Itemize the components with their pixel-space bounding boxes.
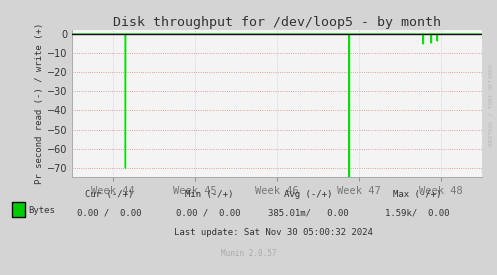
Text: Bytes: Bytes [28,206,55,215]
Text: 0.00 /  0.00: 0.00 / 0.00 [77,209,142,218]
Text: Avg (-/+): Avg (-/+) [284,190,332,199]
Text: RRDTOOL / TOBI OETIKER: RRDTOOL / TOBI OETIKER [488,63,493,146]
Text: 385.01m/   0.00: 385.01m/ 0.00 [268,209,348,218]
Text: Last update: Sat Nov 30 05:00:32 2024: Last update: Sat Nov 30 05:00:32 2024 [174,228,373,237]
Text: 0.00 /  0.00: 0.00 / 0.00 [176,209,241,218]
Text: Max (-/+): Max (-/+) [393,190,442,199]
Text: Min (-/+): Min (-/+) [184,190,233,199]
Title: Disk throughput for /dev/loop5 - by month: Disk throughput for /dev/loop5 - by mont… [113,16,441,29]
Text: Cur (-/+): Cur (-/+) [85,190,134,199]
Y-axis label: Pr second read (-) / write (+): Pr second read (-) / write (+) [35,23,44,185]
Text: Munin 2.0.57: Munin 2.0.57 [221,249,276,258]
Text: 1.59k/  0.00: 1.59k/ 0.00 [385,209,450,218]
